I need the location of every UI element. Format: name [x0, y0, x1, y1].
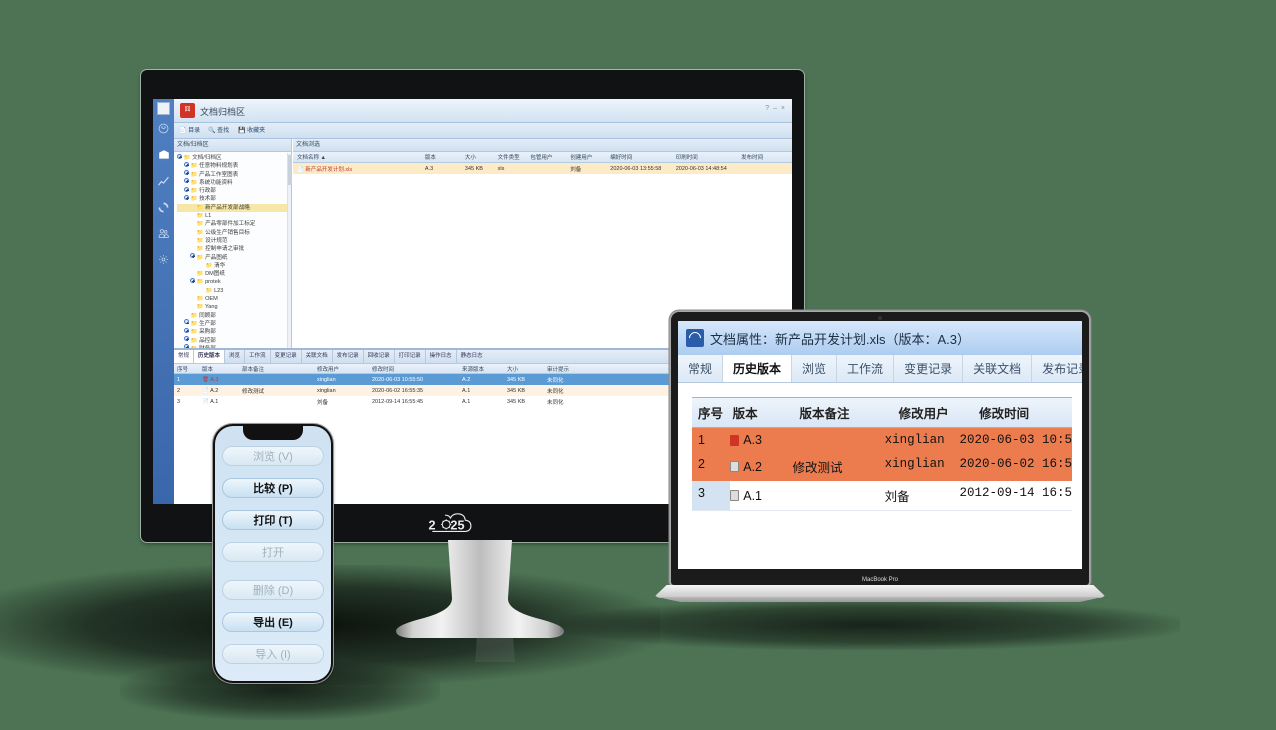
svg-text:25: 25 [450, 518, 464, 532]
svg-text:2: 2 [428, 518, 435, 532]
